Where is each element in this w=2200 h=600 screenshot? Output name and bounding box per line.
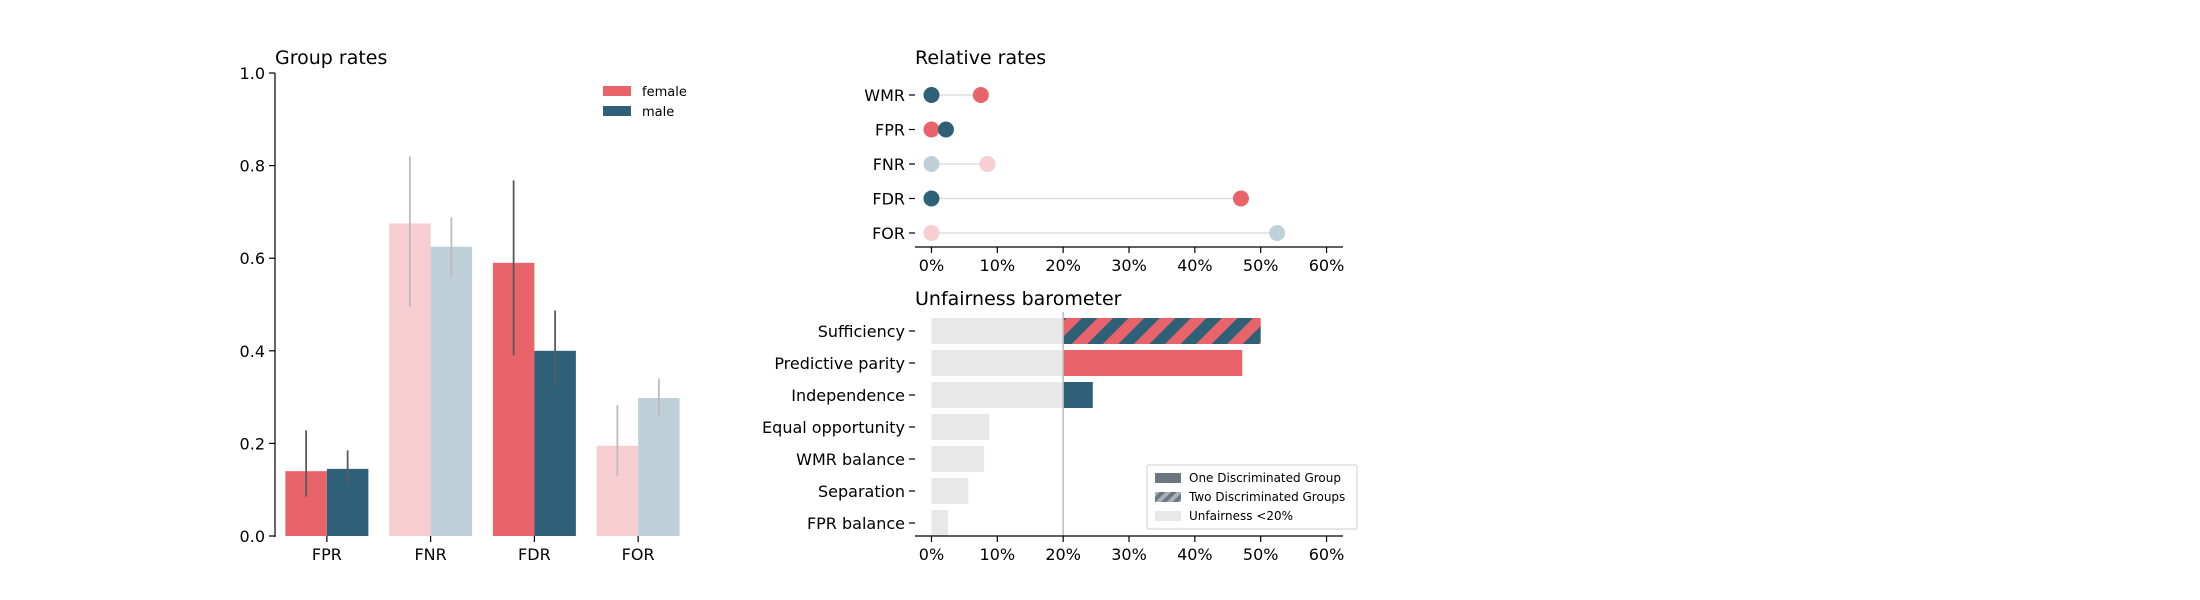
x-tick-label-50: 50% — [1243, 256, 1279, 275]
row-label-wmr: WMR — [864, 86, 905, 105]
row-label-fnr: FNR — [873, 155, 905, 174]
x-tick-label-0: 0% — [919, 256, 944, 275]
point-for-female — [923, 225, 940, 241]
point-wmr-male — [923, 87, 940, 103]
point-fpr-female — [923, 121, 940, 138]
bar-fnr-male — [430, 246, 473, 536]
point-fdr-male — [923, 190, 940, 207]
row-label-independence: Independence — [791, 386, 905, 405]
y-tick-label-0-4: 0.4 — [240, 342, 265, 361]
legend-swatch-male — [603, 106, 631, 116]
point-for-male — [1269, 225, 1286, 241]
x-tick-label-fnr: FNR — [414, 545, 446, 564]
bar-over-threshold-predictive-parity — [1063, 350, 1243, 376]
barometer-legend-frame — [1146, 464, 1358, 530]
point-fpr-male — [937, 121, 954, 138]
x-tick-label-30: 30% — [1111, 256, 1147, 275]
x-tick-label-fdr: FDR — [518, 545, 551, 564]
point-fnr-male — [923, 156, 940, 172]
bar-over-threshold-independence — [1063, 382, 1093, 408]
bar-under-threshold-separation — [931, 478, 969, 504]
bar-under-threshold-wmr-balance — [931, 446, 985, 472]
bar-under-threshold-sufficiency — [931, 318, 1064, 344]
row-label-wmr-balance: WMR balance — [796, 450, 905, 469]
group-rates-legend: female male — [603, 85, 687, 120]
group-rates-x-axis: FPR FNR FDR FOR — [312, 536, 655, 564]
x-tick-label-fpr: FPR — [312, 545, 342, 564]
legend-label-two-groups: Two Discriminated Groups — [1188, 490, 1345, 504]
row-label-fpr-balance: FPR balance — [807, 514, 905, 533]
group-rates-title: Group rates — [275, 47, 387, 69]
x-tick-label-10: 10% — [980, 545, 1016, 564]
legend-swatch-one-group — [1155, 473, 1181, 483]
x-tick-label-40: 40% — [1177, 545, 1213, 564]
point-wmr-female — [972, 87, 989, 103]
y-tick-label-0-2: 0.2 — [240, 434, 265, 453]
unfairness-barometer-chart: Unfairness barometer Sufficiency Predicti… — [762, 288, 1358, 564]
bar-under-threshold-predictive-parity — [931, 350, 1064, 376]
unfairness-barometer-x-axis: 0% 10% 20% 30% 40% 50% 60% — [915, 535, 1345, 564]
row-label-separation: Separation — [818, 482, 905, 501]
bar-over-threshold-sufficiency — [1063, 318, 1261, 344]
row-label-predictive-parity: Predictive parity — [774, 354, 905, 373]
row-label-for: FOR — [872, 224, 905, 243]
point-fnr-female — [979, 156, 996, 172]
bar-under-threshold-independence — [931, 382, 1064, 408]
point-fdr-female — [1232, 190, 1249, 207]
unfairness-barometer-legend: One Discriminated Group Two Discriminate… — [1146, 464, 1358, 530]
legend-label-female: female — [642, 85, 687, 100]
relative-rates-title: Relative rates — [915, 47, 1046, 69]
x-tick-label-50: 50% — [1243, 545, 1279, 564]
legend-swatch-two-groups — [1155, 492, 1181, 502]
x-tick-label-for: FOR — [622, 545, 655, 564]
x-tick-label-60: 60% — [1309, 256, 1345, 275]
legend-label-male: male — [642, 105, 674, 120]
x-tick-label-30: 30% — [1111, 545, 1147, 564]
group-rates-y-axis: 0.0 0.2 0.4 0.6 0.8 1.0 — [240, 64, 276, 546]
x-tick-label-0: 0% — [919, 545, 944, 564]
unfairness-barometer-title: Unfairness barometer — [915, 288, 1122, 310]
group-rates-bars — [285, 156, 680, 536]
bar-for-male — [638, 398, 680, 536]
relative-rates-x-axis: 0% 10% 20% 30% 40% 50% 60% — [915, 246, 1345, 275]
row-label-fpr: FPR — [875, 121, 905, 140]
x-tick-label-20: 20% — [1045, 545, 1081, 564]
y-tick-label-1-0: 1.0 — [240, 64, 265, 83]
legend-swatch-under-threshold — [1155, 511, 1181, 521]
x-tick-label-40: 40% — [1177, 256, 1213, 275]
x-tick-label-10: 10% — [980, 256, 1016, 275]
y-tick-label-0-0: 0.0 — [240, 527, 265, 546]
y-tick-label-0-6: 0.6 — [240, 249, 265, 268]
relative-rates-chart: Relative rates WMR FPR FNR FDR FOR 0% 10% 20% 3… — [864, 47, 1344, 275]
relative-rates-points: WMR FPR FNR FDR FOR — [864, 86, 1286, 243]
group-rates-chart: Group rates 0.0 0.2 0.4 0.6 0.8 1.0 FPR FNR FDR… — [240, 47, 687, 564]
legend-swatch-female — [603, 86, 631, 96]
row-label-equal-opportunity: Equal opportunity — [762, 418, 905, 437]
bar-under-threshold-equal-opportunity — [931, 414, 990, 440]
bar-under-threshold-fpr-balance — [931, 510, 948, 536]
row-label-fdr: FDR — [872, 190, 905, 209]
row-label-sufficiency: Sufficiency — [818, 322, 905, 341]
legend-label-under-threshold: Unfairness <20% — [1189, 509, 1293, 523]
legend-label-one-group: One Discriminated Group — [1189, 471, 1341, 485]
x-tick-label-60: 60% — [1309, 545, 1345, 564]
x-tick-label-20: 20% — [1045, 256, 1081, 275]
y-tick-label-0-8: 0.8 — [240, 157, 265, 176]
unfairness-barometer-bars: Sufficiency Predictive parity Independence… — [762, 312, 1261, 536]
